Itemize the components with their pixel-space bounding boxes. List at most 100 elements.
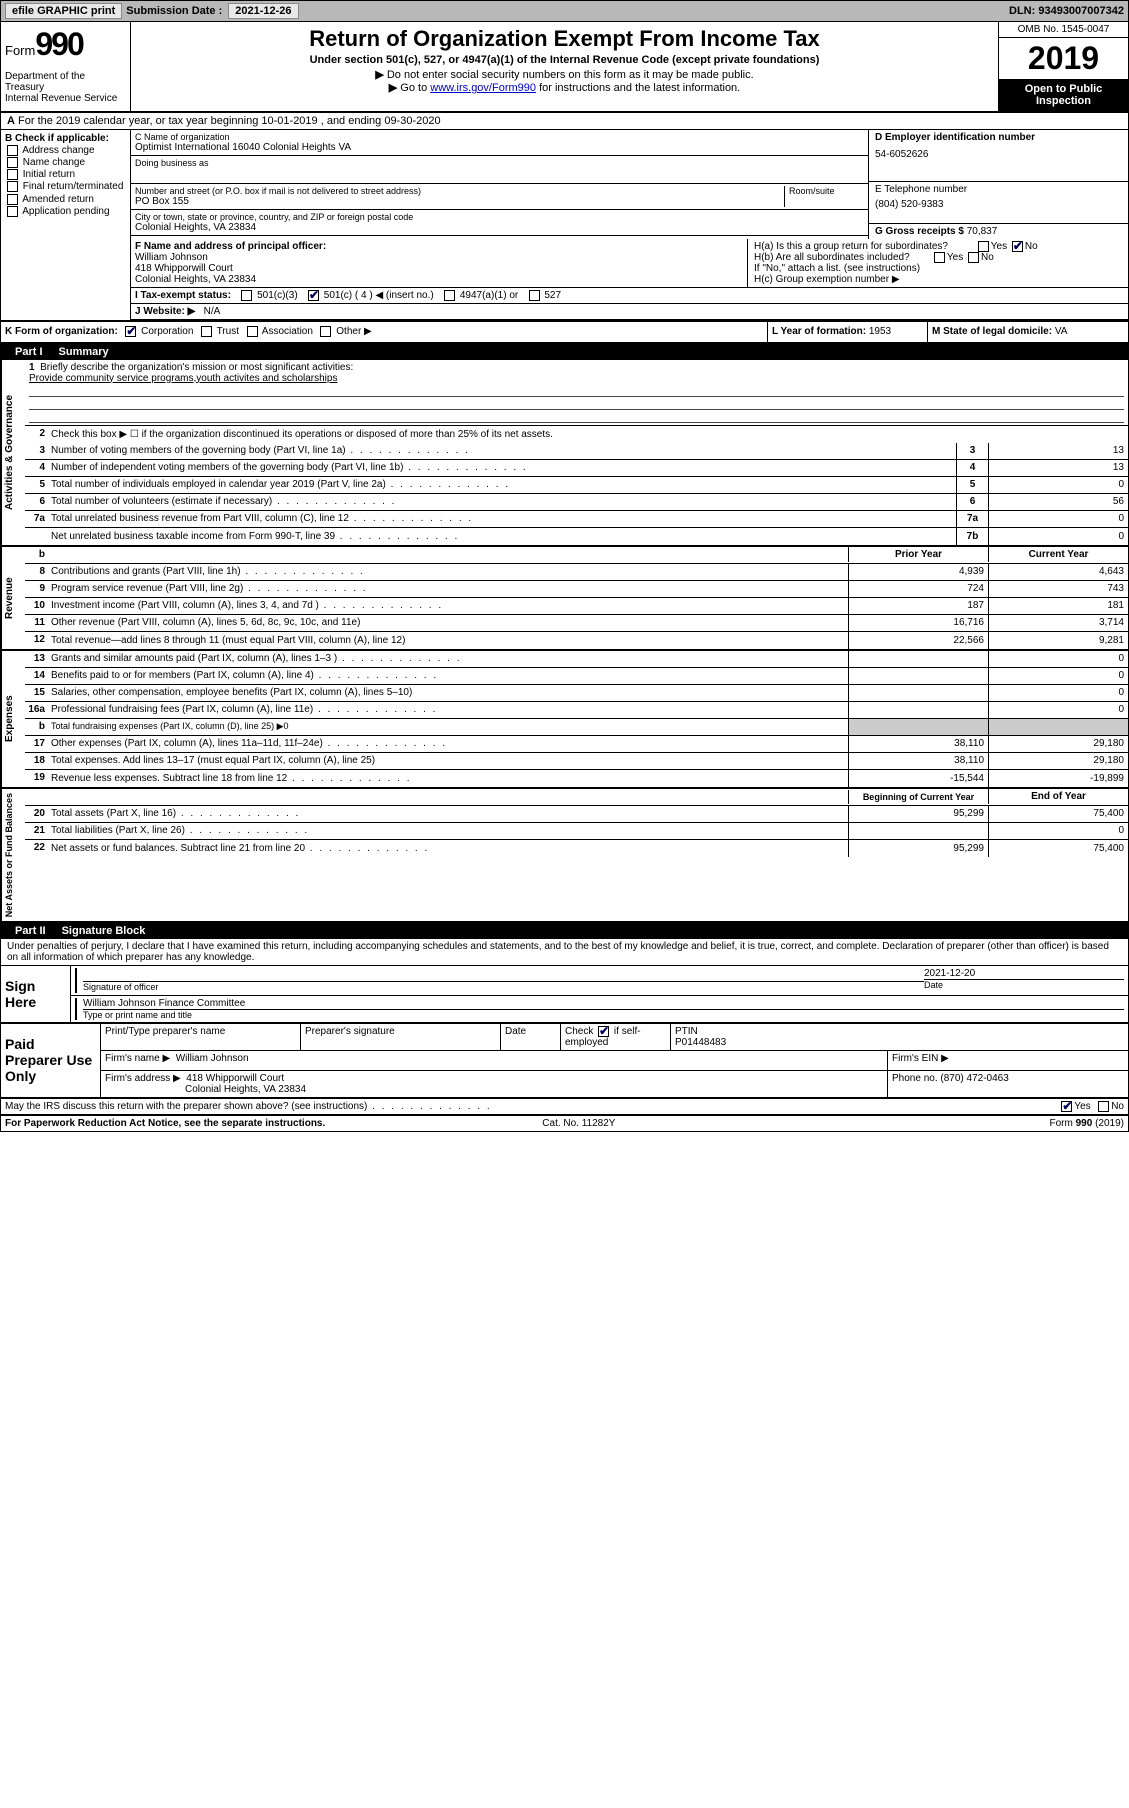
line-14-text: Benefits paid to or for members (Part IX…: [49, 669, 848, 682]
firm-ein-label: Firm's EIN ▶: [888, 1051, 1128, 1070]
officer-name: William Johnson: [135, 252, 743, 263]
state-domicile-label: M State of legal domicile:: [932, 326, 1052, 337]
address-change-checkbox[interactable]: [7, 145, 18, 156]
line-8-prior: 4,939: [848, 564, 988, 580]
line-16b-current-grey: [988, 719, 1128, 735]
final-return-checkbox[interactable]: [7, 181, 18, 192]
year-formation-value: 1953: [869, 326, 891, 337]
mission-text: Provide community service programs,youth…: [29, 373, 1124, 384]
dba-label: Doing business as: [135, 158, 864, 168]
501c3-checkbox[interactable]: [241, 290, 252, 301]
section-a-tax-year: A For the 2019 calendar year, or tax yea…: [1, 113, 1128, 130]
discuss-preparer-text: May the IRS discuss this return with the…: [5, 1101, 492, 1112]
line-16a-text: Professional fundraising fees (Part IX, …: [49, 703, 848, 716]
line-9-prior: 724: [848, 581, 988, 597]
line-14-current: 0: [988, 668, 1128, 684]
line-22-text: Net assets or fund balances. Subtract li…: [49, 842, 848, 855]
ptin-value: P01448483: [675, 1037, 1124, 1048]
prior-year-header: Prior Year: [848, 547, 988, 562]
line-7a-text: Total unrelated business revenue from Pa…: [49, 512, 956, 525]
paid-preparer-label: Paid Preparer Use Only: [1, 1024, 101, 1097]
name-change-checkbox[interactable]: [7, 157, 18, 168]
city-state-zip: Colonial Heights, VA 23834: [135, 222, 864, 233]
end-year-header: End of Year: [988, 789, 1128, 804]
line-4-value: 13: [988, 460, 1128, 476]
line-12-prior: 22,566: [848, 632, 988, 649]
other-checkbox[interactable]: [320, 326, 331, 337]
line-7b-value: 0: [988, 528, 1128, 545]
line-8-current: 4,643: [988, 564, 1128, 580]
topbar: efile GRAPHIC print Submission Date : 20…: [1, 1, 1128, 22]
form-number-box: Form990 Department of the Treasury Inter…: [1, 22, 131, 111]
box-b-check-applicable: B Check if applicable: Address change Na…: [1, 130, 131, 320]
efile-print-button[interactable]: efile GRAPHIC print: [5, 3, 122, 19]
ein-label: D Employer identification number: [875, 132, 1035, 143]
corporation-checkbox[interactable]: [125, 326, 136, 337]
discuss-no-checkbox[interactable]: [1098, 1101, 1109, 1112]
officer-addr2: Colonial Heights, VA 23834: [135, 274, 743, 285]
org-name: Optimist International 16040 Colonial He…: [135, 142, 864, 153]
ha-yes-checkbox[interactable]: [978, 241, 989, 252]
line-20-text: Total assets (Part X, line 16): [49, 807, 848, 820]
firm-name-label: Firm's name ▶: [105, 1053, 170, 1064]
line-17-current: 29,180: [988, 736, 1128, 752]
paperwork-notice: For Paperwork Reduction Act Notice, see …: [5, 1118, 325, 1129]
line-2-text: Check this box ▶ ☐ if the organization d…: [49, 428, 1128, 441]
h-a-label: H(a) Is this a group return for subordin…: [754, 241, 948, 252]
form990-link[interactable]: www.irs.gov/Form990: [430, 82, 536, 94]
line-4-text: Number of independent voting members of …: [49, 461, 956, 474]
dln-label: DLN:: [1009, 5, 1035, 17]
subtitle: Under section 501(c), 527, or 4947(a)(1)…: [139, 54, 990, 66]
line-8-text: Contributions and grants (Part VIII, lin…: [49, 565, 848, 578]
gross-receipts-label: G Gross receipts $: [875, 226, 964, 237]
line-21-text: Total liabilities (Part X, line 26): [49, 824, 848, 837]
form-number: 990: [35, 26, 82, 62]
line-11-current: 3,714: [988, 615, 1128, 631]
trust-checkbox[interactable]: [201, 326, 212, 337]
sig-date-label: Date: [924, 980, 1124, 990]
line-18-prior: 38,110: [848, 753, 988, 769]
prep-phone-label: Phone no.: [892, 1073, 938, 1084]
street-label: Number and street (or P.O. box if mail i…: [135, 186, 784, 196]
h-b-note: If "No," attach a list. (see instruction…: [754, 263, 1122, 274]
501c-checkbox[interactable]: [308, 290, 319, 301]
line-6-value: 56: [988, 494, 1128, 510]
line-15-current: 0: [988, 685, 1128, 701]
officer-addr1: 418 Whipporwill Court: [135, 263, 743, 274]
main-title: Return of Organization Exempt From Incom…: [139, 26, 990, 52]
title-box: Return of Organization Exempt From Incom…: [131, 22, 998, 111]
prep-sig-header: Preparer's signature: [301, 1024, 501, 1050]
line-14-prior: [848, 668, 988, 684]
line-20-end: 75,400: [988, 806, 1128, 822]
initial-return-checkbox[interactable]: [7, 169, 18, 180]
line-19-prior: -15,544: [848, 770, 988, 787]
dln-value: 93493007007342: [1038, 5, 1124, 17]
application-pending-checkbox[interactable]: [7, 206, 18, 217]
line-9-text: Program service revenue (Part VIII, line…: [49, 582, 848, 595]
line-5-text: Total number of individuals employed in …: [49, 478, 956, 491]
527-checkbox[interactable]: [529, 290, 540, 301]
amended-return-checkbox[interactable]: [7, 194, 18, 205]
h-b-label: H(b) Are all subordinates included?: [754, 252, 910, 263]
hb-no-checkbox[interactable]: [968, 252, 979, 263]
telephone-value: (804) 520-9383: [875, 199, 1122, 210]
ptin-label: PTIN: [675, 1026, 1124, 1037]
revenue-vtab: Revenue: [1, 547, 25, 649]
ha-no-checkbox[interactable]: [1012, 241, 1023, 252]
instruction-ssn: Do not enter social security numbers on …: [387, 69, 754, 81]
line-11-prior: 16,716: [848, 615, 988, 631]
line-12-current: 9,281: [988, 632, 1128, 649]
association-checkbox[interactable]: [247, 326, 258, 337]
self-employed-checkbox[interactable]: [598, 1026, 609, 1037]
line-19-text: Revenue less expenses. Subtract line 18 …: [49, 772, 848, 785]
4947-checkbox[interactable]: [444, 290, 455, 301]
hb-yes-checkbox[interactable]: [934, 252, 945, 263]
firm-addr2: Colonial Heights, VA 23834: [185, 1084, 306, 1095]
line-15-text: Salaries, other compensation, employee b…: [49, 686, 848, 699]
sign-here-label: Sign Here: [1, 966, 71, 1022]
department-label: Department of the Treasury Internal Reve…: [5, 71, 126, 104]
line-22-beg: 95,299: [848, 840, 988, 857]
expenses-vtab: Expenses: [1, 651, 25, 787]
current-year-header: Current Year: [988, 547, 1128, 562]
discuss-yes-checkbox[interactable]: [1061, 1101, 1072, 1112]
